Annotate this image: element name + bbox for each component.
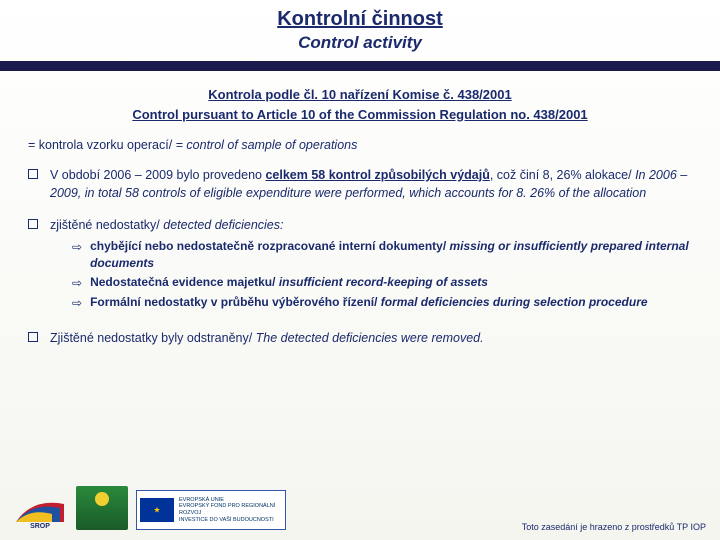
heading-line-2: Control pursuant to Article 10 of the Co…: [28, 105, 692, 125]
equals-cz: = kontrola vzorku operací/: [28, 138, 176, 152]
bullet-text-1: V období 2006 – 2009 bylo provedeno celk…: [50, 166, 692, 202]
b1-mid: , což činí 8, 26% alokace/: [490, 168, 635, 182]
bullet-marker-icon: [28, 219, 38, 229]
sub-item: ⇨ Formální nedostatky v průběhu výběrové…: [72, 294, 692, 312]
footer-note: Toto zasedání je hrazeno z prostředků TP…: [522, 522, 706, 532]
content: Kontrola podle čl. 10 nařízení Komise č.…: [0, 71, 720, 347]
bullet-item-3: Zjištěné nedostatky byly odstraněny/ The…: [28, 329, 692, 347]
srop-logo-icon: SROP: [12, 490, 68, 530]
s2en: formal deficiencies during selection pro…: [381, 295, 648, 309]
bullet-text-3: Zjištěné nedostatky byly odstraněny/ The…: [50, 329, 484, 347]
ministry-logo-icon: [76, 486, 128, 530]
bullet-item-1: V období 2006 – 2009 bylo provedeno celk…: [28, 166, 692, 202]
sub-list: ⇨ chybějící nebo nedostatečně rozpracova…: [72, 238, 692, 312]
sub-item: ⇨ Nedostatečná evidence majetku/ insuffi…: [72, 274, 692, 292]
s0cz: chybějící nebo nedostatečně rozpracované…: [90, 239, 449, 253]
eu-flag-icon: [140, 498, 174, 522]
s2cz: Formální nedostatky v průběhu výběrového…: [90, 295, 381, 309]
bullet-marker-icon: [28, 169, 38, 179]
title-main: Kontrolní činnost: [0, 8, 720, 31]
s1cz: Nedostatečná evidence majetku/: [90, 275, 279, 289]
title-block: Kontrolní činnost Control activity: [0, 0, 720, 55]
s1en: insufficient record-keeping of assets: [279, 275, 488, 289]
sub-item: ⇨ chybějící nebo nedostatečně rozpracova…: [72, 238, 692, 272]
arrow-icon: ⇨: [72, 239, 82, 272]
footer: SROP EVROPSKÁ UNIE EVROPSKÝ FOND PRO REG…: [0, 478, 720, 540]
bullet-text-2: zjištěné nedostatky/ detected deficienci…: [50, 216, 692, 315]
b2-label: zjištěné nedostatky/: [50, 218, 163, 232]
bullet-item-2: zjištěné nedostatky/ detected deficienci…: [28, 216, 692, 315]
sub-text: Formální nedostatky v průběhu výběrového…: [90, 294, 647, 312]
bullet-marker-icon: [28, 332, 38, 342]
heading-line-1: Kontrola podle čl. 10 nařízení Komise č.…: [28, 85, 692, 105]
b2-label-it: detected deficiencies:: [163, 218, 283, 232]
sub-text: Nedostatečná evidence majetku/ insuffici…: [90, 274, 488, 292]
b1-bold: celkem 58 kontrol způsobilých výdajů: [265, 168, 489, 182]
divider-bar: [0, 61, 720, 71]
b1-pre: V období 2006 – 2009 bylo provedeno: [50, 168, 265, 182]
b3-cz: Zjištěné nedostatky byly odstraněny/: [50, 331, 256, 345]
equals-en: = control of sample of operations: [176, 138, 358, 152]
heading-block: Kontrola podle čl. 10 nařízení Komise č.…: [28, 85, 692, 124]
eu-text: EVROPSKÁ UNIE EVROPSKÝ FOND PRO REGIONÁL…: [179, 497, 282, 523]
eu-logo-box: EVROPSKÁ UNIE EVROPSKÝ FOND PRO REGIONÁL…: [136, 490, 286, 530]
arrow-icon: ⇨: [72, 275, 82, 292]
title-sub: Control activity: [0, 33, 720, 53]
equals-line: = kontrola vzorku operací/ = control of …: [28, 138, 692, 152]
b3-en: The detected deficiencies were removed.: [256, 331, 484, 345]
svg-text:SROP: SROP: [30, 523, 50, 530]
arrow-icon: ⇨: [72, 295, 82, 312]
footer-logos: SROP EVROPSKÁ UNIE EVROPSKÝ FOND PRO REG…: [12, 486, 286, 530]
sub-text: chybějící nebo nedostatečně rozpracované…: [90, 238, 692, 272]
